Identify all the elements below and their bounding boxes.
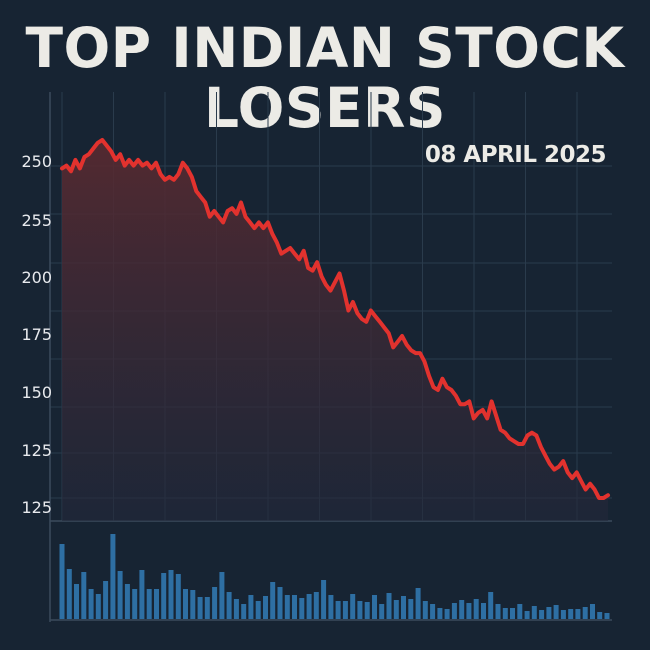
y-tick-label: 125 [21,441,52,460]
y-tick-label: 200 [21,268,52,287]
y-tick-label: 175 [21,325,52,344]
title-line-1: TOP INDIAN STOCK [25,16,625,80]
price-area [62,140,608,521]
chart-title: TOP INDIAN STOCK LOSERS [0,18,650,138]
y-tick-label: 250 [21,152,52,171]
y-tick-label: 255 [21,211,52,230]
volume-bars [59,534,610,619]
title-line-2: LOSERS [204,76,446,140]
price-line [60,138,610,500]
y-tick-label: 125 [21,498,52,517]
y-tick-label: 150 [21,383,52,402]
date-label: 08 APRIL 2025 [424,142,607,168]
